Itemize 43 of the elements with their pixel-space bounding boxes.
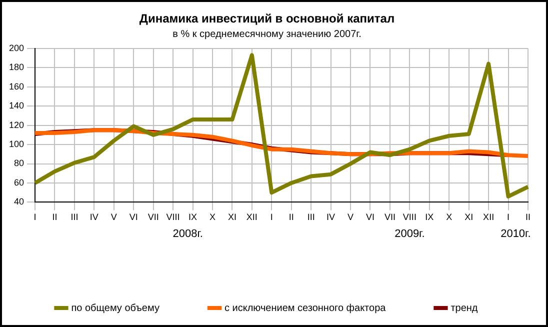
x-tick-label: X <box>446 212 452 222</box>
chart-title: Динамика инвестиций в основной капитал <box>139 12 395 26</box>
legend-label: по общему объему <box>71 302 160 314</box>
y-tick-label: 100 <box>8 139 24 150</box>
x-tick-label: III <box>307 212 315 222</box>
y-tick-label: 160 <box>8 81 24 92</box>
text: 2008г. <box>172 228 203 240</box>
x-tick-label: VII <box>384 212 396 222</box>
y-tick-label: 120 <box>8 120 24 130</box>
y-tick-label: 200 <box>8 42 24 53</box>
x-tick-label: VII <box>148 212 159 222</box>
x-tick-label: VIII <box>402 212 416 222</box>
x-tick-label: XI <box>228 212 236 222</box>
x-tick-label: I <box>34 212 36 222</box>
x-tick-label: XII <box>246 212 258 222</box>
x-tick-label: VI <box>129 212 138 222</box>
x-tick-label: IV <box>326 212 336 222</box>
chart-subtitle: в % к среднемесячному значению 2007г. <box>172 29 362 40</box>
x-tick-label: III <box>70 212 78 222</box>
y-tick-label: 60 <box>14 177 24 188</box>
y-tick-label: 180 <box>8 62 24 72</box>
y-tick-label: 140 <box>8 100 24 111</box>
x-tick-label: V <box>110 212 117 222</box>
x-tick-label: X <box>209 212 216 222</box>
legend-label: с исключением сезонного фактора <box>224 302 386 314</box>
x-tick-label: XI <box>464 212 474 222</box>
x-tick-label: VIII <box>166 212 180 222</box>
legend-label: тренд <box>450 302 478 314</box>
y-tick-label: 40 <box>14 196 24 207</box>
x-tick-label: I <box>507 212 510 222</box>
x-tick-label: II <box>525 212 531 222</box>
x-tick-label: II <box>288 212 294 222</box>
x-tick-label: V <box>348 212 354 222</box>
text: 2010г. <box>500 228 531 240</box>
x-tick-label: IX <box>188 212 198 222</box>
x-tick-label: XII <box>483 212 494 222</box>
x-tick-label: IX <box>425 212 434 222</box>
x-tick-label: VI <box>366 212 375 222</box>
x-tick-label: I <box>270 212 273 222</box>
y-tick-label: 80 <box>14 158 24 168</box>
text: 2009г. <box>394 228 425 240</box>
x-tick-label: IV <box>90 212 98 222</box>
x-tick-label: II <box>52 212 58 222</box>
